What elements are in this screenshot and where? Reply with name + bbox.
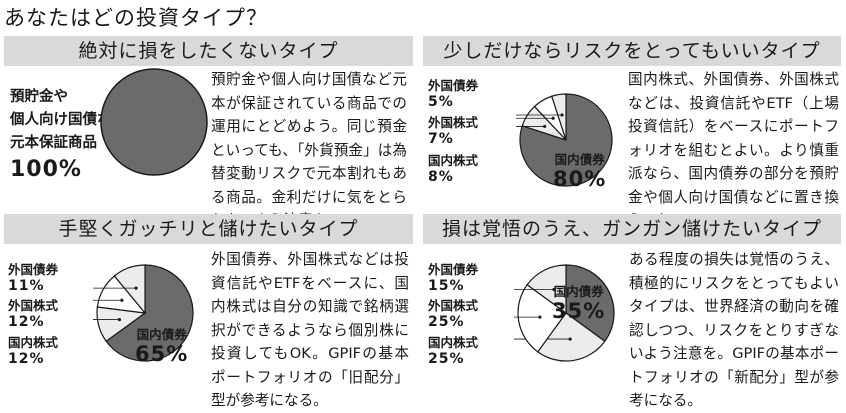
panel-4-label-domestic-bonds-value: 35% [552, 299, 606, 323]
panel-2-label-foreign-bonds-value: 5% [428, 94, 454, 110]
leader-dot-3-4 [134, 286, 138, 290]
panel-3-heading: 手堅くガッチリと儲けたいタイプ [58, 218, 359, 240]
leader-dot-4-3 [538, 315, 542, 319]
panel-1-heading: 絶対に損をしたくないタイプ [78, 40, 339, 62]
panel-4-label-domestic-stocks-name: 国内株式 [428, 335, 479, 350]
pie-slice-2-4 [551, 93, 567, 141]
panel-2-pie-chart [516, 93, 613, 187]
pie-slice-1-1 [100, 68, 208, 176]
pie-slice-4-2 [536, 312, 606, 362]
panel-2-label-domestic-stocks-name: 国内株式 [428, 153, 479, 168]
panel-2-label-foreign-bonds-name: 外国債券 [428, 78, 479, 93]
panel-3-label-domestic-stocks-name: 国内株式 [8, 335, 59, 350]
page-title: あなたはどの投資タイプ？ [4, 6, 268, 30]
leader-dot-2-2 [543, 124, 547, 129]
panel-3-label-foreign-bonds: 外国債券 11% [8, 262, 58, 295]
leader-dot-4-2 [568, 337, 572, 341]
panel-2-label-domestic-bonds: 国内債券 80% [553, 152, 606, 191]
panel-3-label-foreign-stocks-name: 外国株式 [8, 298, 59, 313]
panel-4-label-foreign-bonds-name: 外国債券 [428, 262, 479, 277]
panel-4-heading-bar: 損は覚悟のうえ、ガンガン儲けたいタイプ [423, 214, 841, 244]
panel-1-label-value: 100% [10, 157, 82, 182]
panel-3-label-domestic-stocks: 国内株式 12% [8, 335, 58, 368]
panel-4-description: ある程度の損失は覚悟のうえ、積極的にリスクをとってもよいタイプは、世界経済の動向… [629, 251, 839, 409]
panel-4-heading: 損は覚悟のうえ、ガンガン儲けたいタイプ [441, 218, 822, 240]
panel-2-label-foreign-stocks: 外国株式 7% [428, 115, 478, 148]
panel-4-label-domestic-bonds-name: 国内債券 [553, 284, 604, 299]
panel-1-label-name-3: 元本保証商品 [10, 135, 97, 151]
panel-2-label-foreign-bonds: 外国債券 5% [428, 78, 478, 111]
panel-4-label-foreign-stocks-name: 外国株式 [428, 298, 479, 313]
panel-3-label-foreign-stocks-value: 12% [8, 314, 45, 330]
panel-3-label-foreign-bonds-name: 外国債券 [8, 262, 59, 277]
panel-1-heading-bar: 絶対に損をしたくないタイプ [4, 36, 413, 66]
panel-1-pie-chart [100, 68, 208, 176]
panel-1-description: 預貯金や個人向け国債など元本が保証されている商品での運用にとどめよう。同じ預金と… [211, 71, 407, 229]
panel-3-label-domestic-bonds-name: 国内債券 [136, 327, 187, 342]
leader-dot-4-4 [552, 287, 556, 292]
leader-dot-3-3 [120, 298, 124, 302]
panel-1-label-name-1: 預貯金や [10, 89, 68, 105]
panel-4-label-domestic-stocks: 国内株式 25% [428, 335, 478, 368]
panel-3-label-foreign-stocks: 外国株式 12% [8, 298, 58, 331]
panel-4-label-foreign-bonds-value: 15% [428, 278, 465, 294]
panel-2-label-domestic-stocks: 国内株式 8% [428, 153, 478, 186]
panel-4-label-foreign-bonds: 外国債券 15% [428, 262, 478, 295]
panel-2-label-domestic-bonds-value: 80% [553, 167, 607, 191]
panel-3-heading-bar: 手堅くガッチリと儲けたいタイプ [4, 214, 413, 244]
panel-2-description: 国内株式、外国債券、外国株式などは、投資信託やETF（上場投資信託）をベースにポ… [628, 71, 839, 229]
panel-2-label-domestic-stocks-value: 8% [428, 169, 454, 185]
panel-2-heading-bar: 少しだけならリスクをとってもいいタイプ [423, 36, 841, 66]
leader-dot-2-4 [560, 113, 564, 117]
panel-2-label-domestic-bonds-name: 国内債券 [554, 152, 605, 167]
pie-slice-4-1 [565, 264, 615, 343]
pie-slice-3-1 [105, 264, 194, 362]
panel-3-pie-chart [93, 264, 194, 362]
panel-3-label-domestic-stocks-value: 12% [8, 351, 45, 367]
panel-3-label-domestic-bonds: 国内債券 65% [135, 327, 188, 366]
panel-2-heading: 少しだけならリスクをとってもいいタイプ [443, 40, 821, 62]
panel-4-label-domestic-bonds: 国内債券 35% [552, 284, 605, 323]
panel-4-label-foreign-stocks: 外国株式 25% [428, 298, 478, 331]
leader-dot-2-3 [551, 116, 555, 120]
panel-3-description: 外国債券、外国株式などは投資信託やETFをベースに、国内株式は自分の知識で銘柄選… [211, 251, 409, 409]
panel-4-pie-chart [514, 264, 615, 362]
leader-dot-3-2 [117, 317, 122, 322]
panel-4-label-foreign-stocks-value: 25% [428, 314, 465, 330]
pie-slice-4-4 [526, 264, 567, 315]
panel-2-label-foreign-stocks-name: 外国株式 [428, 115, 479, 130]
panel-3-label-domestic-bonds-value: 65% [135, 342, 189, 366]
panel-3-label-foreign-bonds-value: 11% [8, 278, 45, 294]
pie-slice-3-4 [113, 264, 146, 315]
panel-2-label-foreign-stocks-value: 7% [428, 131, 454, 147]
panel-4-label-domestic-stocks-value: 25% [428, 351, 465, 367]
